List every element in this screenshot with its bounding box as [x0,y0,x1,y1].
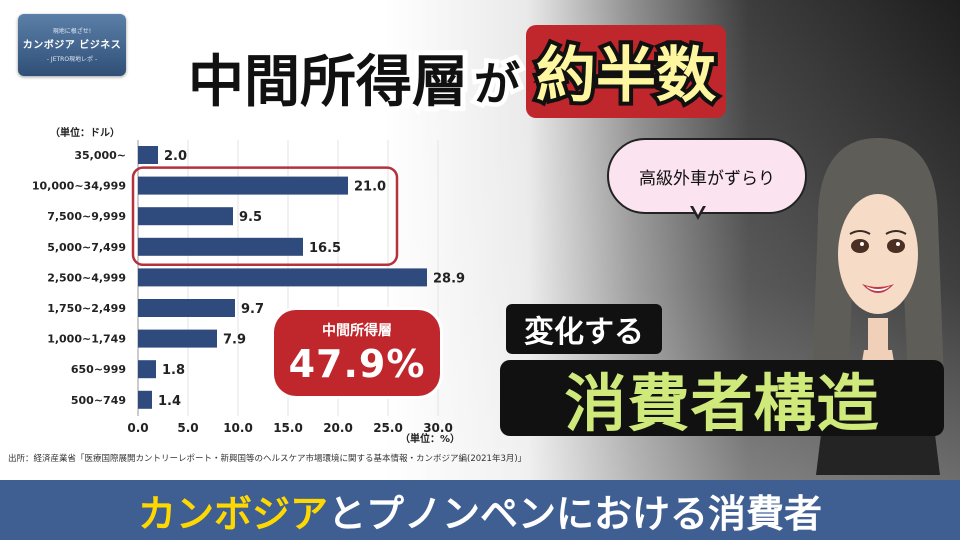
bar [138,390,152,409]
value-label: 2.0 [164,149,187,164]
badge-label: 中間所得層 [322,323,392,339]
value-label: 9.7 [241,302,264,317]
value-label: 21.0 [354,180,386,195]
channel-logo: 現地に根ざせ! カンボジア ビジネス - JETRO現地レポ - [18,14,126,76]
badge-value: 47.9% [288,342,426,386]
logo-line-2: カンボジア ビジネス [22,40,122,51]
value-labels: 2.0 21.0 9.5 16.5 28.9 9.7 7.9 1.8 1.4 [158,149,465,409]
bar [138,146,158,164]
headline-part-1: 中間所得層 [183,45,473,120]
y-unit-label: （単位：ドル） [50,126,120,139]
category-label: 1,750~2,499 [47,302,126,315]
bar [138,176,348,195]
value-label: 1.8 [162,363,185,378]
subtitle-consumer-structure: 消費者構造 [564,367,880,440]
bar [138,329,217,348]
value-label: 1.4 [158,394,181,409]
value-label: 9.5 [239,210,262,225]
category-label: 500~749 [71,394,126,407]
bar [138,299,235,317]
middle-income-share-badge: 中間所得層 47.9% [274,310,440,396]
bar [138,237,303,256]
value-label: 28.9 [433,271,465,286]
category-label: 35,000~ [74,149,126,162]
x-unit-label: （単位：%） [400,432,460,445]
bar [138,360,156,379]
headline-part-2: が [470,53,525,116]
source-note: 出所：経済産業省「医療国際展開カントリーレポート・新興国等のヘルスケア市場環境に… [8,454,527,464]
footer-text: とプノンペンにおける消費者 [328,491,823,536]
x-tick-labels: 0.0 5.0 10.0 15.0 20.0 25.0 30.0 [127,421,452,435]
category-labels: 35,000~ 10,000~34,999 7,500~9,999 5,000~7,4… [32,149,126,407]
speech-bubble: 高級外車がずらり [607,138,807,214]
footer-highlight: カンボジア [137,491,328,536]
x-tick-label: 0.0 [127,421,148,435]
category-label: 5,000~7,499 [47,241,126,254]
headline: 中間所得層 が 約半数 [183,22,726,120]
category-label: 10,000~34,999 [32,180,126,193]
value-label: 7.9 [223,333,246,348]
x-tick-label: 5.0 [177,421,198,435]
logo-line-3: - JETRO現地レポ - [46,56,98,63]
middle-income-highlight-box [131,166,399,267]
x-tick-label: 25.0 [373,421,403,435]
headline-part-3: 約半数 [532,37,720,115]
category-label: 7,500~9,999 [47,210,126,223]
income-bar-chart: （単位：ドル） 35,000~ 10,000~34,999 7,500~9,999 5… [32,126,465,445]
category-label: 650~999 [71,363,126,376]
headline-highlight-box: 約半数 [526,25,726,118]
x-tick-label: 15.0 [273,421,303,435]
subtitle-change: 変化する [506,304,662,354]
x-tick-label: 20.0 [323,421,353,435]
bars [138,146,427,409]
x-tick-label: 10.0 [223,421,253,435]
x-tick-label: 30.0 [423,421,453,435]
speech-bubble-tail-fill [692,204,704,215]
category-label: 2,500~4,999 [47,271,126,284]
footer-banner: カンボジア とプノンペンにおける消費者 [0,480,960,540]
subtitle-consumer-box: 消費者構造 [500,360,944,440]
logo-line-1: 現地に根ざせ! [52,28,92,35]
bar [138,207,233,226]
category-label: 1,000~1,749 [47,333,126,346]
bar [138,268,427,287]
value-label: 16.5 [309,241,341,256]
